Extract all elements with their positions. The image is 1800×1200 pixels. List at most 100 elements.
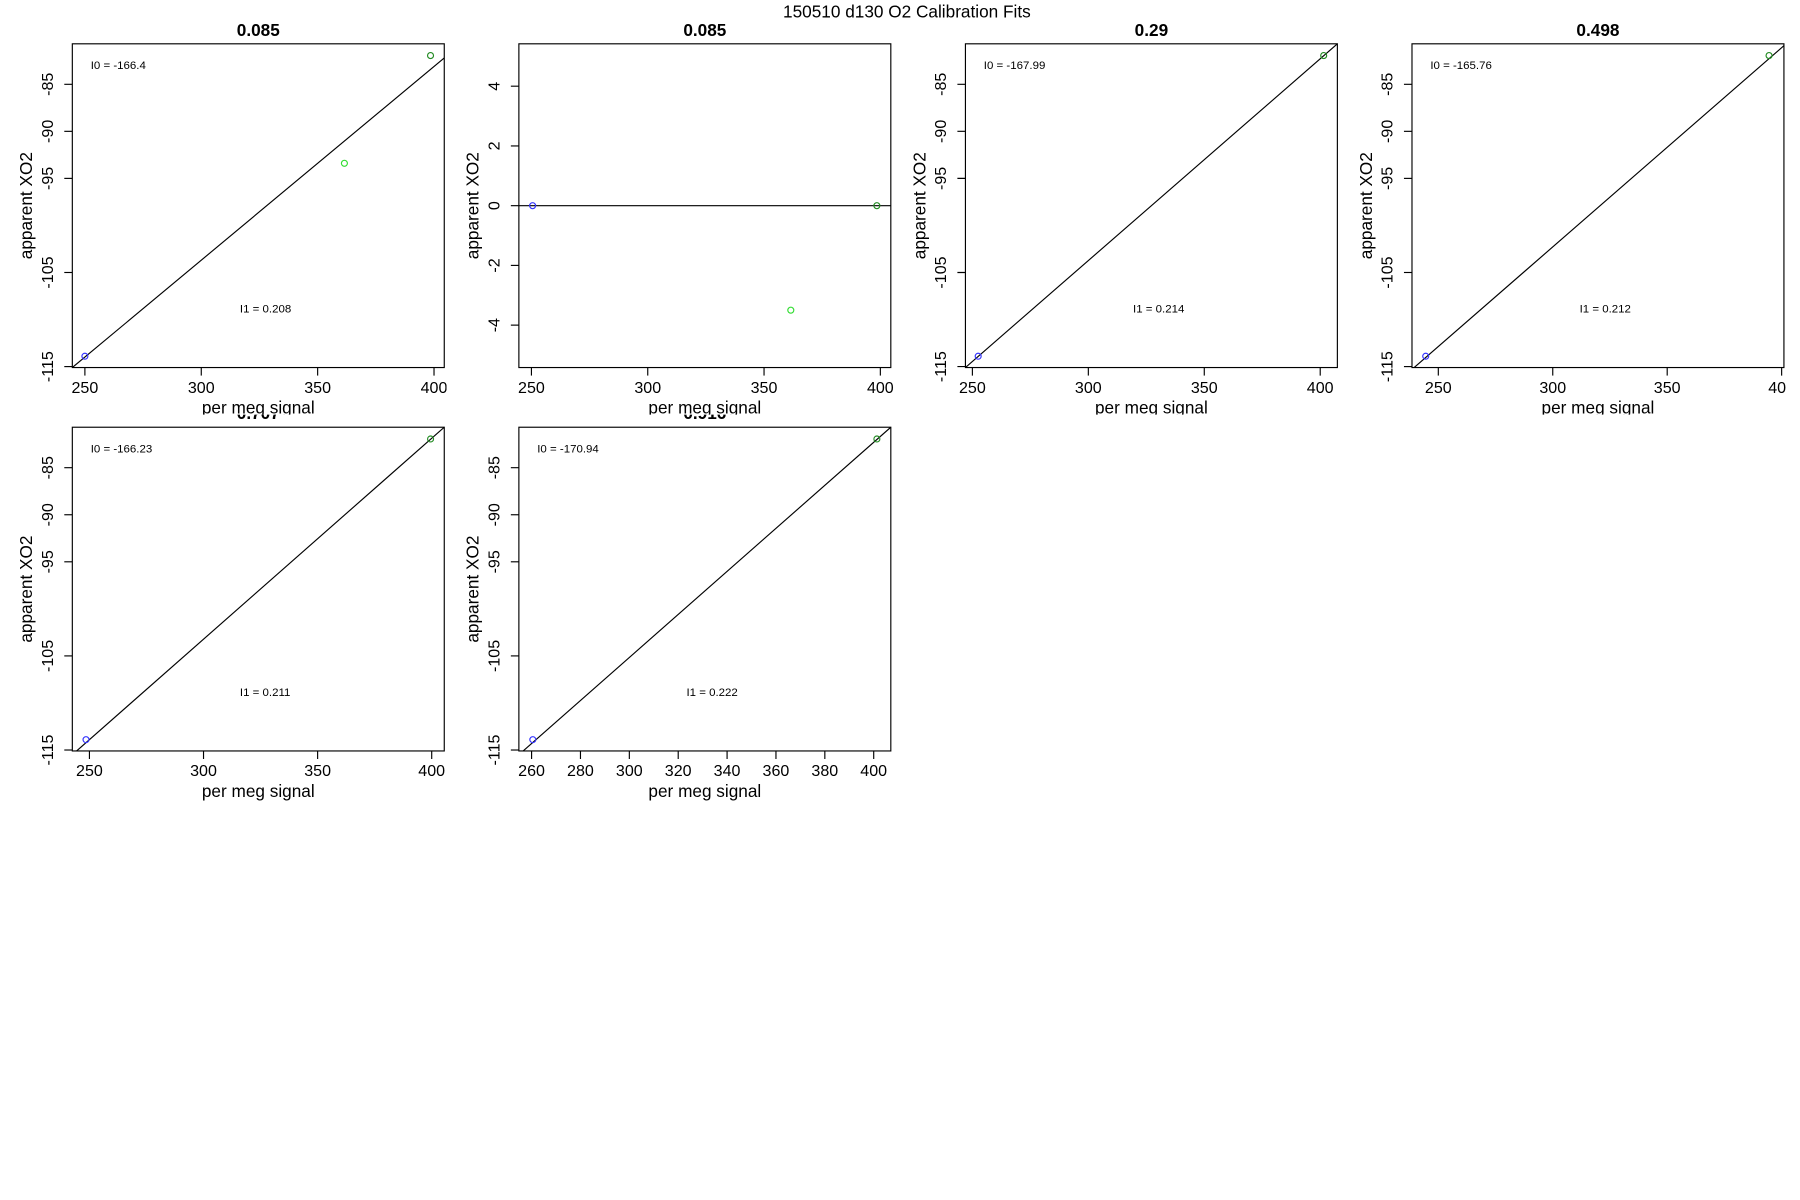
y-tick-label: -85 [1378, 73, 1396, 96]
x-axis-label: per meg signal [1095, 397, 1208, 417]
x-tick-label: 300 [1075, 379, 1102, 397]
x-tick-label: 400 [418, 762, 445, 780]
y-tick-label: -115 [39, 351, 57, 382]
data-point [529, 736, 537, 744]
data-point [787, 306, 795, 314]
y-tick-label: -90 [932, 120, 950, 143]
y-tick-label: -95 [485, 550, 503, 573]
x-tick-label: 300 [1539, 379, 1566, 397]
x-tick-label: 400 [1768, 379, 1795, 397]
x-axis-label: per meg signal [202, 781, 315, 801]
data-point [340, 159, 348, 167]
panel-title: 0.29 [1135, 20, 1168, 40]
x-tick-label: 380 [811, 762, 838, 780]
y-tick-label: 4 [485, 82, 503, 91]
x-tick-label: 260 [518, 762, 545, 780]
x-tick-label: 350 [1191, 379, 1218, 397]
annotation: I1 = 0.214 [1133, 303, 1185, 315]
plot-frame [71, 426, 445, 752]
x-tick-label: 250 [71, 379, 98, 397]
panel: 0.916 260 280 300 320 340 360 380 400 -85 -90 -95 -1… [463, 403, 892, 801]
panel-title: 0.707 [237, 403, 280, 423]
panel: 0.498 250 300 350 400 -85 -90 -95 -105 -115 per me… [1356, 20, 1795, 417]
fit-line [1413, 45, 1784, 368]
panel-title: 0.498 [1576, 20, 1619, 40]
y-tick-label: 2 [485, 141, 503, 150]
x-tick-label: 300 [188, 379, 215, 397]
x-tick-label: 400 [867, 379, 894, 397]
x-axis-label: per meg signal [648, 781, 761, 801]
data-point [82, 736, 90, 744]
x-axis-label: per meg signal [648, 397, 761, 417]
y-axis-label: apparent XO2 [16, 536, 36, 643]
plot-frame [1411, 43, 1785, 369]
y-axis-label: apparent XO2 [463, 536, 483, 643]
fit-line [75, 427, 445, 751]
x-tick-label: 300 [190, 762, 217, 780]
panel: 0.29 250 300 350 400 -85 -90 -95 -105 -115 per meg… [909, 20, 1338, 417]
annotation: I1 = 0.222 [686, 687, 737, 699]
x-tick-label: 350 [751, 379, 778, 397]
y-tick-label: -115 [932, 351, 950, 382]
x-tick-label: 250 [76, 762, 103, 780]
plot-frame [71, 43, 445, 369]
panel: 0.707 250 300 350 400 -85 -90 -95 -105 -115 per me… [16, 403, 445, 801]
y-tick-label: -90 [39, 120, 57, 143]
x-tick-label: 400 [421, 379, 448, 397]
y-tick-label: -105 [39, 640, 57, 672]
y-tick-label: -105 [932, 256, 950, 288]
y-tick-label: -85 [932, 73, 950, 96]
y-tick-label: -105 [1378, 256, 1396, 288]
data-point [529, 202, 537, 210]
x-tick-label: 250 [1425, 379, 1452, 397]
y-tick-label: -95 [1378, 167, 1396, 190]
y-axis-label: apparent XO2 [16, 152, 36, 259]
annotation: I1 = 0.211 [240, 687, 290, 699]
y-tick-label: -90 [1378, 120, 1396, 143]
annotation: I0 = -165.76 [1430, 60, 1492, 72]
panel: 0.085 250 300 350 400 -85 -90 -95 -105 -115 per me… [16, 20, 448, 417]
y-tick-label: -85 [39, 73, 57, 96]
x-tick-label: 250 [959, 379, 986, 397]
x-tick-label: 350 [1654, 379, 1681, 397]
y-tick-label: -115 [485, 734, 503, 765]
y-tick-label: -4 [485, 318, 503, 332]
x-axis-label: per meg signal [1542, 397, 1655, 417]
plot-frame [518, 426, 892, 752]
y-tick-label: -105 [39, 256, 57, 288]
x-tick-label: 350 [304, 379, 331, 397]
y-tick-label: -85 [39, 456, 57, 479]
annotation: I0 = -166.4 [91, 60, 147, 72]
plot-frame [964, 43, 1338, 369]
x-tick-label: 300 [634, 379, 661, 397]
y-axis-label: apparent XO2 [909, 152, 929, 259]
panel-title: 0.916 [683, 403, 726, 423]
data-point [873, 202, 881, 210]
annotation: I0 = -166.23 [91, 443, 153, 455]
y-tick-label: -90 [485, 503, 503, 526]
x-tick-label: 320 [665, 762, 692, 780]
y-tick-label: 0 [485, 201, 503, 210]
x-tick-label: 340 [714, 762, 741, 780]
x-tick-label: 350 [304, 762, 331, 780]
data-point [426, 52, 435, 60]
fit-line [965, 43, 1338, 368]
x-tick-label: 300 [616, 762, 643, 780]
panel-title: 0.085 [237, 20, 280, 40]
data-point [974, 352, 982, 360]
data-point [873, 435, 881, 443]
x-tick-label: 280 [567, 762, 594, 780]
x-axis-label: per meg signal [202, 397, 315, 417]
y-tick-label: -95 [39, 550, 57, 573]
x-tick-label: 360 [763, 762, 790, 780]
y-tick-label: -105 [485, 640, 503, 672]
y-axis-label: apparent XO2 [1356, 152, 1376, 259]
data-point [1422, 352, 1430, 360]
annotation: I1 = 0.212 [1580, 303, 1631, 315]
x-tick-label: 400 [860, 762, 887, 780]
y-tick-label: -85 [485, 456, 503, 479]
y-tick-label: -2 [485, 258, 503, 272]
x-tick-label: 250 [518, 379, 545, 397]
panel-title: 0.085 [683, 20, 726, 40]
